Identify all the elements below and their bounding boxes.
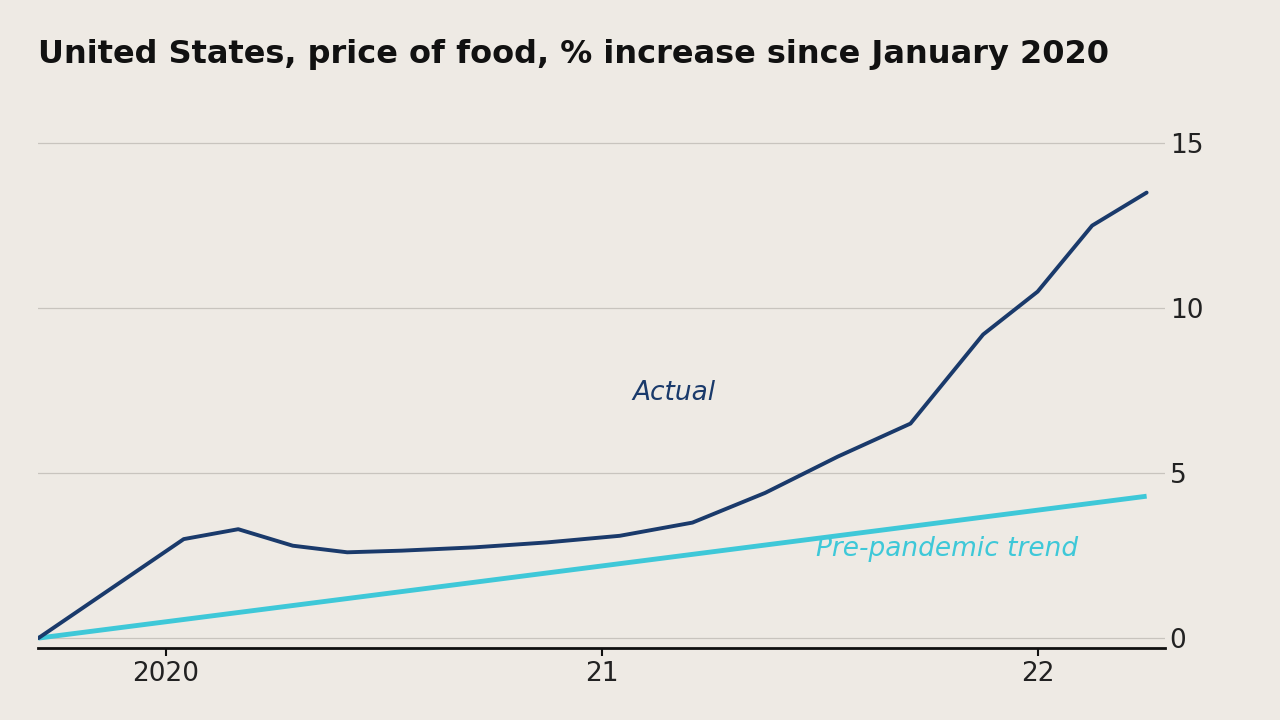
Text: Actual: Actual (632, 380, 716, 407)
Text: Pre-pandemic trend: Pre-pandemic trend (815, 536, 1078, 562)
Text: United States, price of food, % increase since January 2020: United States, price of food, % increase… (38, 39, 1110, 70)
